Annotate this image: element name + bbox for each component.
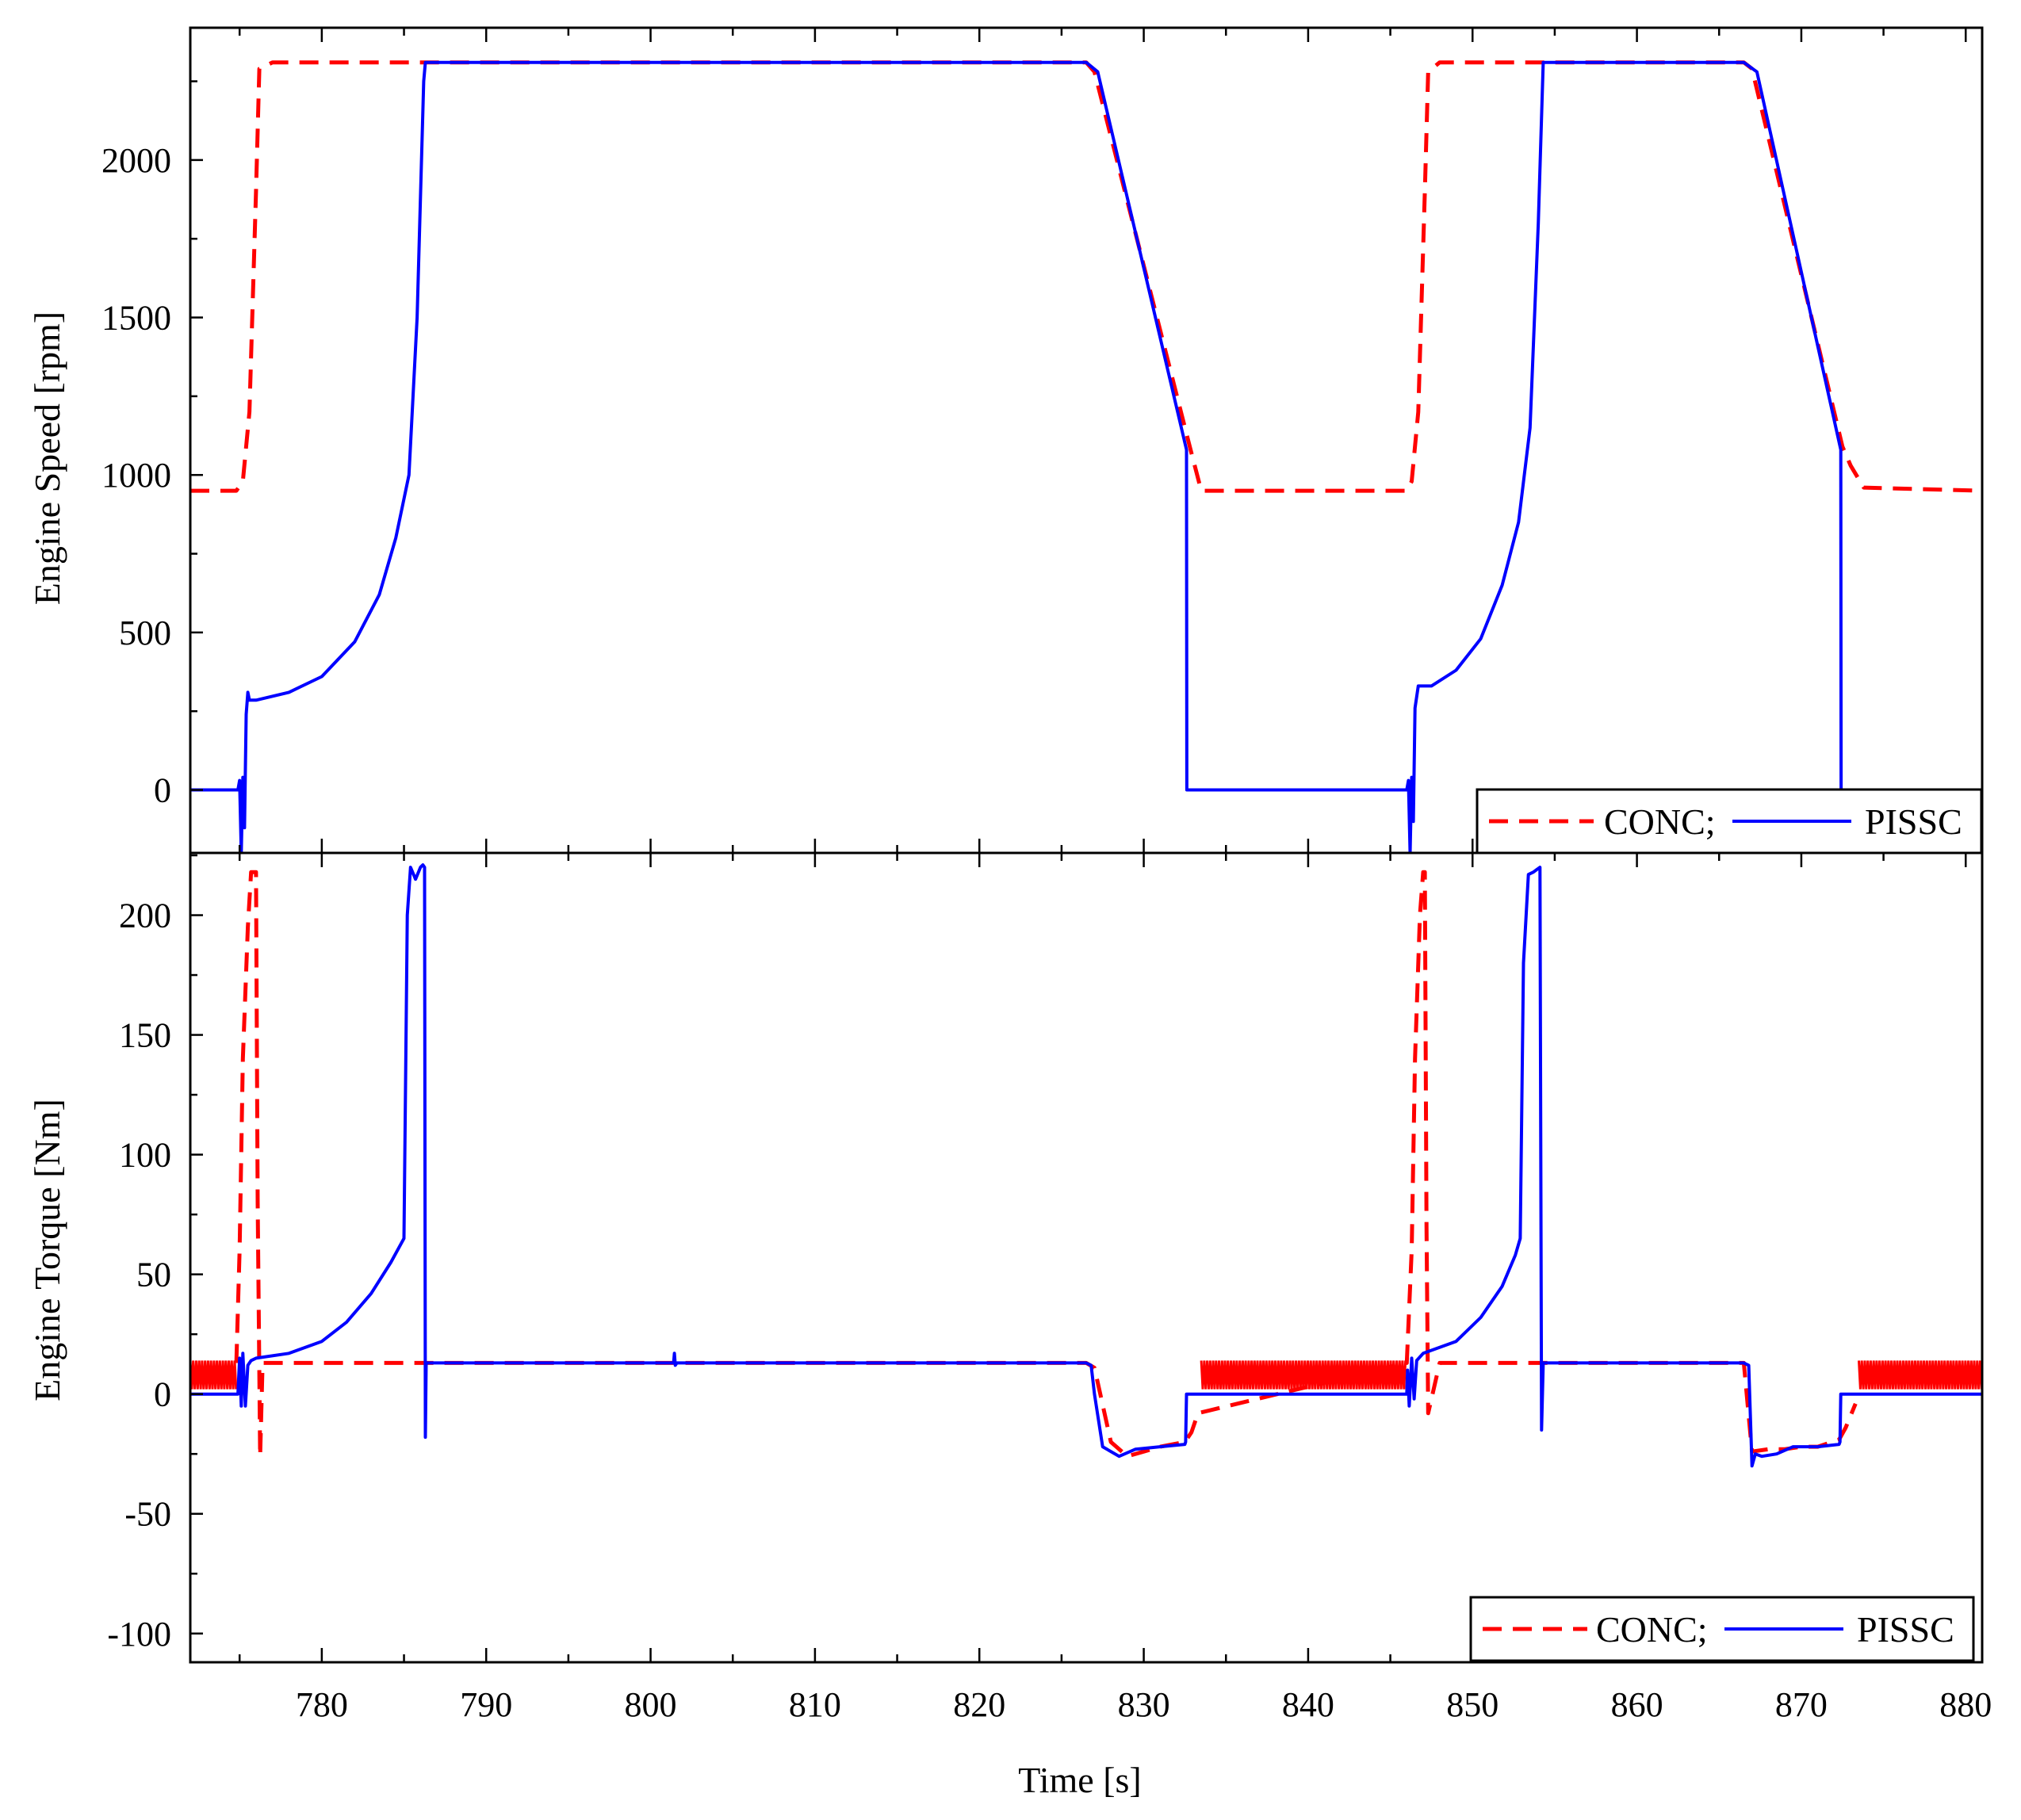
engine-torque-panel: Engine Torque [Nm] Time [s] -100 -50 0 50 10… [27, 851, 1992, 1800]
x-tick-label: 820 [953, 1685, 1005, 1724]
x-tick-label: 880 [1939, 1685, 1992, 1724]
legend-top: CONC; PISSC [1476, 788, 1983, 855]
legend-label-pissc-bottom: PISSC [1857, 1609, 1954, 1650]
legend-label-conc-bottom: CONC; [1596, 1609, 1708, 1650]
x-tick-label: 840 [1282, 1685, 1334, 1724]
x-tick-label: 810 [789, 1685, 841, 1724]
y-tick-label-0: 1000 [101, 456, 171, 495]
y-axis-title-torque: Engine Torque [Nm] [27, 1099, 67, 1401]
legend-label-pissc-top: PISSC [1865, 801, 1962, 842]
plot-area-0 [190, 60, 1982, 853]
x-tick-label: 790 [460, 1685, 512, 1724]
y-tick-label-1: 200 [119, 897, 171, 935]
y-tick-label-0: 500 [119, 614, 171, 652]
x-tick-label: 870 [1775, 1685, 1828, 1724]
y-tick-label-1: 150 [119, 1016, 171, 1055]
y-tick-label-0: 0 [154, 771, 171, 810]
x-tick-label: 780 [296, 1685, 348, 1724]
x-tick-label: 830 [1118, 1685, 1170, 1724]
oscillation-band-1-1 [1200, 1360, 1407, 1390]
y-axis-title-speed: Engine Speed [rpm] [27, 312, 67, 605]
y-tick-label-1: 50 [136, 1256, 171, 1294]
x-tick-label: 850 [1446, 1685, 1499, 1724]
series-line-pissc-1 [190, 863, 1982, 1468]
plot-frame-0 [189, 26, 1984, 855]
oscillation-band-1-0 [190, 1360, 238, 1390]
engine-speed-panel: Engine Speed [rpm] 0 500 1000 1500 2000 [27, 26, 1984, 855]
series-line-conc-0 [190, 60, 1982, 493]
y-tick-label-0: 2000 [101, 141, 171, 180]
y-tick-label-1: 100 [119, 1136, 171, 1175]
legend-bottom: CONC; PISSC [1469, 1596, 1975, 1662]
series-line-pissc-0 [190, 60, 1982, 853]
oscillation-band-1-2 [1858, 1360, 1982, 1390]
y-tick-label-0: 1500 [101, 299, 171, 338]
plot-area-1 [190, 863, 1982, 1468]
legend-label-conc-top: CONC; [1604, 801, 1716, 842]
series-line-conc-1 [234, 870, 1858, 1459]
y-tick-label-1: -100 [107, 1615, 171, 1654]
y-tick-label-1: 0 [154, 1375, 171, 1414]
x-tick-label: 860 [1611, 1685, 1663, 1724]
x-tick-label: 800 [625, 1685, 677, 1724]
y-tick-label-1: -50 [124, 1495, 171, 1534]
x-axis-title: Time [s] [1018, 1760, 1142, 1800]
plot-frame-1 [189, 851, 1984, 1664]
